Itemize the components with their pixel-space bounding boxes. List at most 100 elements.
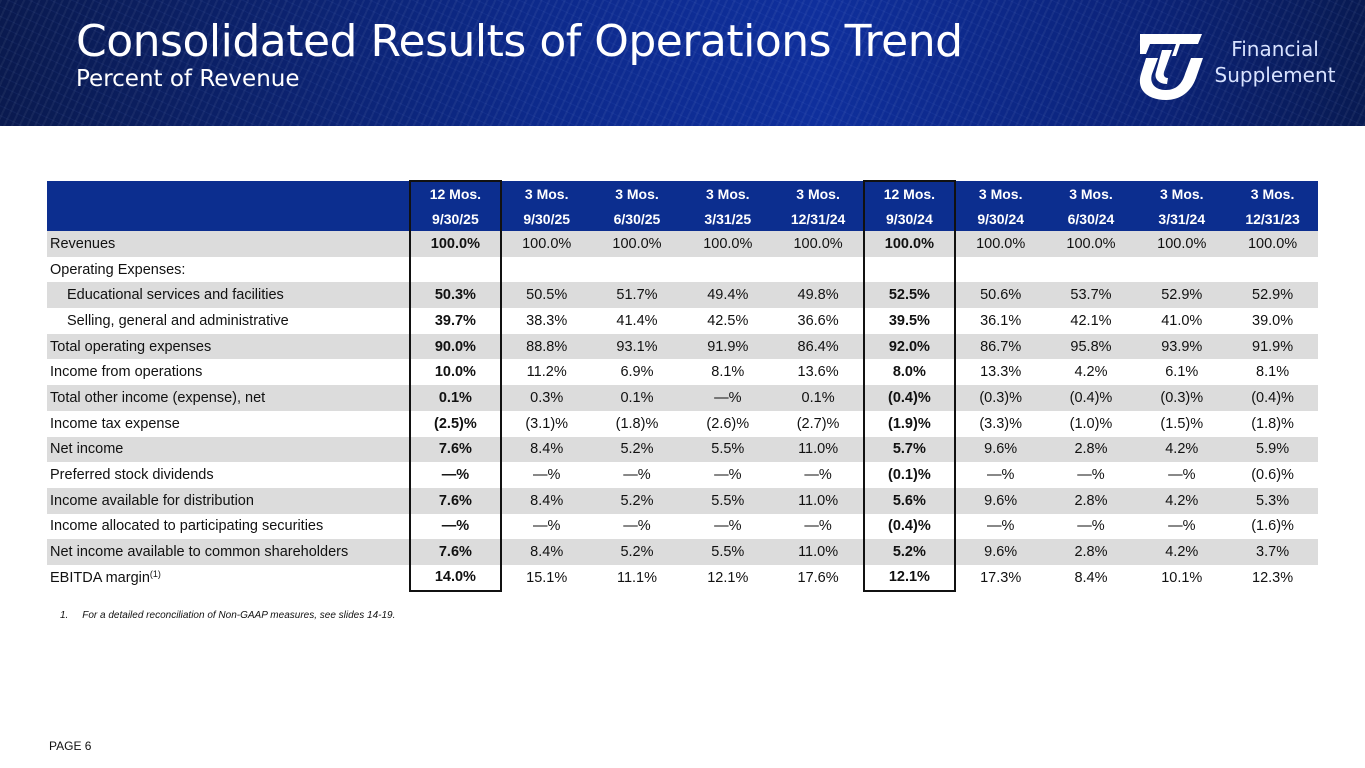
page-subtitle: Percent of Revenue bbox=[76, 66, 300, 92]
value-cell bbox=[862, 256, 956, 283]
value-cell: —% bbox=[1168, 467, 1196, 484]
value-cell: 8.1% bbox=[1256, 364, 1290, 381]
value-cell: 52.5% bbox=[862, 282, 956, 309]
value-cell: 100.0% bbox=[862, 231, 956, 257]
value-cell: 5.2% bbox=[591, 436, 683, 463]
value-cell: 2.8% bbox=[1045, 487, 1137, 514]
row-label: Income from operations bbox=[50, 364, 203, 381]
row-label: EBITDA margin bbox=[50, 570, 150, 587]
page-number: PAGE 6 bbox=[49, 739, 92, 753]
row-label-cell: Net income bbox=[47, 436, 410, 463]
row-label: Net income available to common sharehold… bbox=[50, 544, 349, 561]
table-row: Preferred stock dividends —% —% —% —% —% (0.1)… bbox=[47, 462, 1318, 488]
value-cell: 11.0% bbox=[773, 436, 864, 463]
value-cell: —% bbox=[1077, 467, 1105, 484]
value-cell: 9.6% bbox=[954, 487, 1046, 514]
table-row: Income available for distribution 7.6% 8.4… bbox=[47, 487, 1318, 514]
value-cell: 52.9% bbox=[1227, 282, 1318, 309]
value-cell: 5.5% bbox=[682, 436, 774, 463]
table-row: Operating Expenses: bbox=[47, 256, 1318, 283]
value-cell: 0.1% bbox=[409, 385, 502, 411]
value-cell: 14.0% bbox=[409, 564, 502, 592]
column-header-top: 3 Mos. bbox=[1136, 181, 1228, 206]
row-label: Preferred stock dividends bbox=[50, 467, 214, 484]
row-label-cell: Revenues bbox=[47, 231, 410, 257]
value-cell: 100.0% bbox=[773, 231, 864, 257]
value-cell: 53.7% bbox=[1045, 282, 1137, 309]
value-cell: 4.2% bbox=[1136, 539, 1228, 565]
footnote: 1. For a detailed reconciliation of Non-… bbox=[60, 610, 395, 621]
value-cell: —% bbox=[1168, 518, 1196, 535]
value-cell: —% bbox=[1077, 518, 1105, 535]
row-label-cell: Net income available to common sharehold… bbox=[47, 539, 410, 565]
value-cell: 90.0% bbox=[409, 333, 502, 360]
row-label-cell: Income from operations bbox=[47, 359, 410, 385]
value-cell bbox=[501, 257, 592, 283]
value-cell: 36.6% bbox=[797, 312, 839, 329]
table-row: Total operating expenses 90.0% 88.8% 93.1% 9… bbox=[47, 333, 1318, 360]
value-cell: 12.3% bbox=[1252, 569, 1294, 586]
value-cell: 39.0% bbox=[1252, 312, 1294, 329]
value-cell: 6.9% bbox=[620, 364, 654, 381]
row-label: Revenues bbox=[50, 235, 116, 252]
value-cell: 91.9% bbox=[682, 333, 774, 360]
row-label: Selling, general and administrative bbox=[67, 312, 289, 329]
results-table: 12 Mos. 3 Mos. 3 Mos. 3 Mos. 3 Mos. 12 Mos. 3 … bbox=[47, 180, 1318, 592]
value-cell: 100.0% bbox=[409, 231, 502, 257]
value-cell: 0.1% bbox=[591, 385, 683, 411]
value-cell: 8.1% bbox=[711, 364, 745, 381]
row-label-cell: Income available for distribution bbox=[47, 487, 410, 514]
value-cell: 86.7% bbox=[954, 333, 1046, 360]
column-header-top: 3 Mos. bbox=[500, 181, 592, 206]
value-cell: 5.5% bbox=[682, 487, 774, 514]
row-label: Operating Expenses: bbox=[50, 261, 186, 278]
value-cell: 5.5% bbox=[682, 539, 774, 565]
value-cell: (1.8)% bbox=[1251, 415, 1294, 432]
value-cell: 50.3% bbox=[409, 282, 502, 309]
value-cell: 100.0% bbox=[1136, 231, 1228, 257]
value-cell: 42.5% bbox=[707, 312, 749, 329]
value-cell: 12.1% bbox=[862, 564, 956, 592]
row-label-cell: Preferred stock dividends bbox=[47, 462, 410, 488]
value-cell: 8.0% bbox=[862, 359, 956, 386]
value-cell: —% bbox=[623, 518, 651, 535]
column-header-top: 3 Mos. bbox=[682, 181, 774, 206]
badge-line-2: Supplement bbox=[1214, 63, 1336, 87]
value-cell: 8.4% bbox=[500, 436, 592, 463]
value-cell: 93.1% bbox=[591, 333, 683, 360]
column-header-top: 12 Mos. bbox=[409, 180, 502, 206]
value-cell: 88.8% bbox=[500, 333, 592, 360]
value-cell: 39.7% bbox=[409, 308, 502, 334]
header-row: 12 Mos. 3 Mos. 3 Mos. 3 Mos. 3 Mos. 12 Mos. 3 … bbox=[47, 180, 1318, 206]
value-cell: 91.9% bbox=[1227, 333, 1318, 360]
column-header-top: 12 Mos. bbox=[862, 180, 956, 206]
value-cell: (0.4)% bbox=[1045, 385, 1137, 411]
value-cell: 8.4% bbox=[500, 539, 592, 565]
value-cell: 15.1% bbox=[526, 569, 568, 586]
row-label: Income allocated to participating securi… bbox=[50, 518, 324, 535]
value-cell: 5.9% bbox=[1227, 436, 1318, 463]
column-header-bottom: 9/30/25 bbox=[500, 206, 592, 231]
value-cell: 7.6% bbox=[409, 487, 502, 514]
value-cell: (1.0)% bbox=[1069, 415, 1113, 432]
value-cell: 5.2% bbox=[591, 539, 683, 565]
value-cell: —% bbox=[804, 518, 832, 535]
row-label-cell: EBITDA margin(1) bbox=[47, 565, 410, 591]
footnote-number: 1. bbox=[60, 610, 69, 621]
value-cell: 42.1% bbox=[1070, 312, 1112, 329]
value-cell: 49.8% bbox=[773, 282, 864, 309]
value-cell: 10.0% bbox=[409, 359, 502, 386]
value-cell: 8.4% bbox=[1074, 569, 1108, 586]
value-cell: —% bbox=[532, 467, 561, 484]
value-cell: 49.4% bbox=[682, 282, 774, 309]
table-row: Net income available to common sharehold… bbox=[47, 539, 1318, 565]
value-cell: 100.0% bbox=[1045, 231, 1137, 257]
footnote-text: For a detailed reconciliation of Non-GAA… bbox=[82, 610, 396, 621]
row-label: Total operating expenses bbox=[50, 338, 212, 355]
value-cell: 0.1% bbox=[773, 385, 864, 411]
value-cell: 50.6% bbox=[954, 282, 1046, 309]
table-row: EBITDA margin(1) 14.0% 15.1% 11.1% 12.1% 17.6… bbox=[47, 564, 1318, 592]
value-cell: 7.6% bbox=[409, 436, 502, 463]
page-title: Consolidated Results of Operations Trend bbox=[76, 16, 963, 67]
value-cell: 41.4% bbox=[616, 312, 658, 329]
